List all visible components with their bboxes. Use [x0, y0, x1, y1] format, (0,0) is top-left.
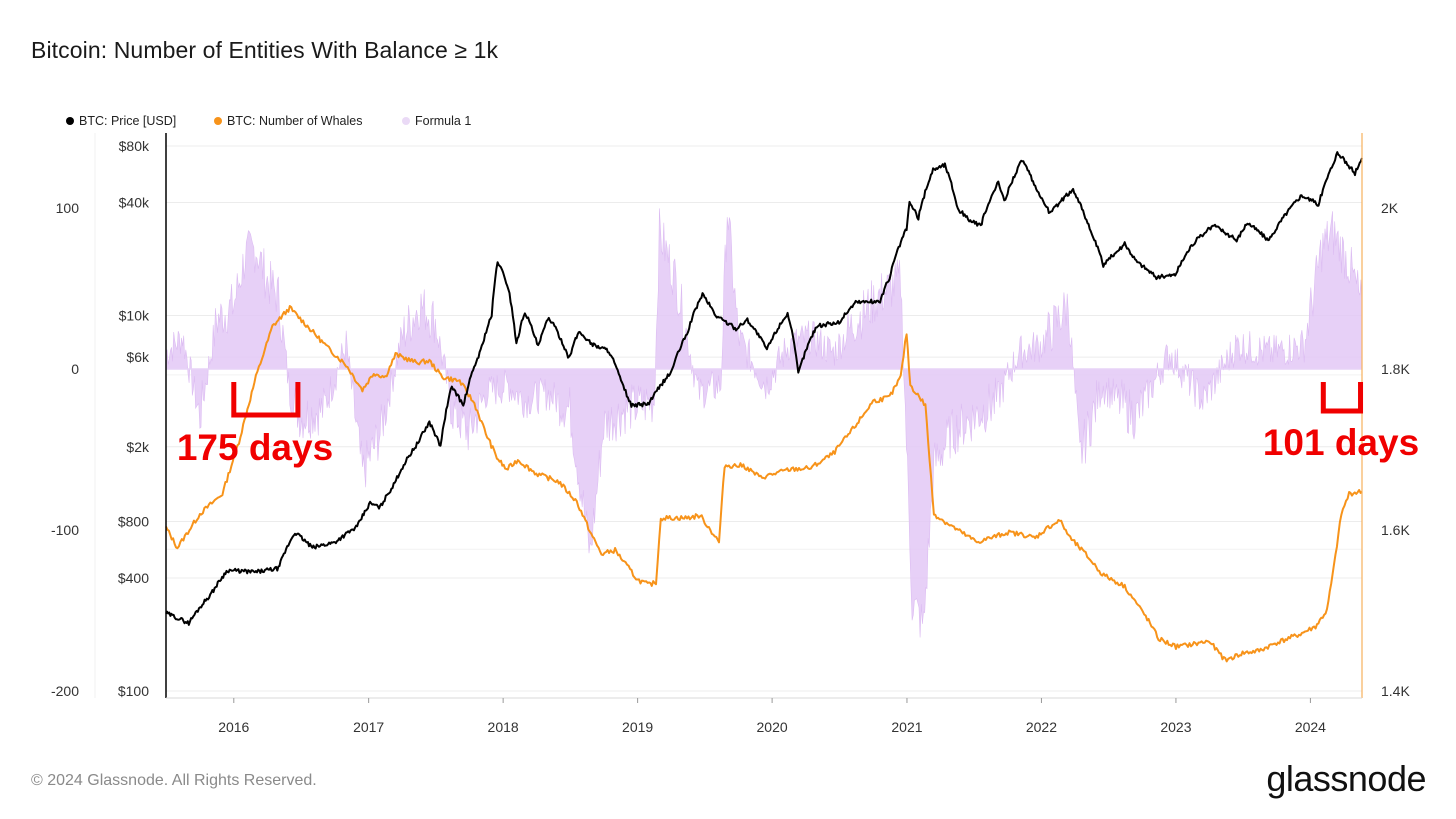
whales-tick-label: 1.8K: [1381, 361, 1410, 377]
x-tick-label: 2022: [1026, 719, 1057, 735]
axes-layer: $80k $40k $10k $6k $2k $800 $400 $100 100 0 -100 -2…: [51, 133, 1410, 735]
formula-tick-label: 0: [71, 361, 79, 377]
glassnode-logo: glassnode: [1266, 758, 1426, 799]
whales-tick-label: 1.6K: [1381, 522, 1410, 538]
x-tick-label: 2016: [218, 719, 249, 735]
annotation-label-1: 101 days: [1263, 422, 1419, 463]
x-tick-label: 2024: [1295, 719, 1326, 735]
formula-tick-label: -100: [51, 522, 79, 538]
price-tick-label: $10k: [119, 308, 150, 324]
annotation-label-0: 175 days: [177, 427, 333, 468]
legend-item-whales[interactable]: BTC: Number of Whales: [214, 114, 362, 128]
legend-label-formula: Formula 1: [415, 114, 471, 128]
price-tick-label: $80k: [119, 138, 150, 154]
price-tick-label: $2k: [126, 439, 150, 455]
x-tick-label: 2020: [757, 719, 788, 735]
whales-line: [165, 305, 1363, 663]
whales-tick-label: 1.4K: [1381, 683, 1410, 699]
legend-dot-price: [66, 117, 74, 125]
whales-tick-label: 2K: [1381, 200, 1399, 216]
grid-lines: [166, 145, 1362, 692]
legend-label-whales: BTC: Number of Whales: [227, 114, 362, 128]
x-tick-label: 2017: [353, 719, 384, 735]
annotation-bracket-0: [231, 382, 301, 418]
price-tick-label: $40k: [119, 195, 150, 211]
price-line-layer: [165, 151, 1363, 626]
whales-line-layer: [165, 305, 1363, 663]
price-tick-label: $100: [118, 683, 149, 699]
legend-item-price[interactable]: BTC: Price [USD]: [66, 114, 176, 128]
annotation-bracket-1: [1320, 382, 1364, 414]
x-tick-label: 2021: [891, 719, 922, 735]
price-tick-label: $400: [118, 570, 149, 586]
formula-area-layer: [165, 208, 1363, 638]
legend-dot-whales: [214, 117, 222, 125]
formula-tick-label: -200: [51, 683, 79, 699]
formula-1-area: [165, 208, 1363, 638]
x-tick-label: 2023: [1160, 719, 1191, 735]
formula-tick-label: 100: [56, 200, 80, 216]
legend-item-formula[interactable]: Formula 1: [402, 114, 471, 128]
legend-dot-formula: [402, 117, 410, 125]
annotations-layer: 175 days 101 days: [177, 382, 1419, 468]
copyright-footer: © 2024 Glassnode. All Rights Reserved.: [31, 772, 317, 789]
x-tick-label: 2018: [488, 719, 519, 735]
x-tick-label: 2019: [622, 719, 653, 735]
price-tick-label: $800: [118, 513, 149, 529]
price-tick-label: $6k: [126, 349, 150, 365]
price-line: [165, 151, 1363, 626]
chart-title: Bitcoin: Number of Entities With Balance…: [31, 37, 499, 63]
legend: BTC: Price [USD] BTC: Number of Whales F…: [66, 114, 471, 128]
legend-label-price: BTC: Price [USD]: [79, 114, 176, 128]
